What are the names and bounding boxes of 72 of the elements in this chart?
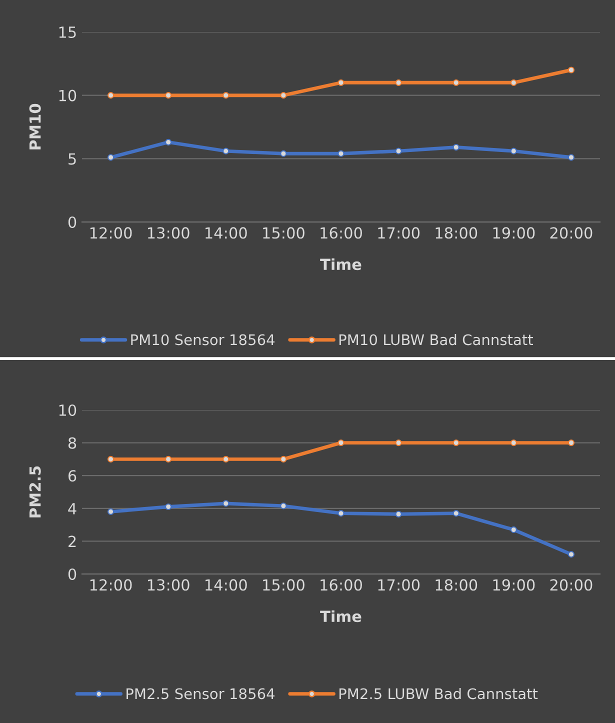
point bbox=[452, 510, 460, 517]
x-tick-label: 13:00 bbox=[148, 227, 190, 239]
legend-label: PM10 LUBW Bad Cannstatt bbox=[339, 334, 534, 346]
point bbox=[280, 502, 287, 510]
point bbox=[107, 154, 114, 161]
x-tick-label: 15:00 bbox=[263, 227, 304, 239]
y-axis-title: PM2.5 bbox=[29, 466, 41, 518]
point bbox=[452, 440, 460, 446]
point bbox=[510, 526, 517, 534]
x-tick-label: 18:00 bbox=[436, 579, 478, 591]
x-axis-title: Time bbox=[320, 610, 362, 622]
point bbox=[338, 79, 344, 86]
point bbox=[222, 148, 230, 154]
point bbox=[510, 440, 517, 446]
point bbox=[452, 79, 460, 86]
point bbox=[568, 440, 575, 446]
point bbox=[338, 150, 344, 157]
point bbox=[395, 79, 402, 86]
legend-label: PM10 Sensor 18564 bbox=[131, 334, 275, 346]
point bbox=[510, 148, 517, 154]
x-tick-label: 19:00 bbox=[493, 227, 535, 239]
point bbox=[395, 148, 402, 154]
point bbox=[510, 79, 517, 86]
point bbox=[107, 456, 114, 462]
legend-label: PM2.5 LUBW Bad Cannstatt bbox=[339, 688, 538, 700]
point bbox=[568, 154, 575, 161]
y-tick-label: 15 bbox=[59, 26, 76, 38]
x-tick-label: 14:00 bbox=[206, 227, 247, 239]
point bbox=[338, 510, 344, 517]
y-tick-label: 10 bbox=[59, 404, 76, 416]
point bbox=[568, 551, 575, 558]
point bbox=[568, 66, 575, 74]
x-tick-label: 14:00 bbox=[206, 579, 247, 591]
point bbox=[395, 510, 402, 518]
point bbox=[280, 92, 287, 99]
x-tick-label: 15:00 bbox=[263, 579, 304, 591]
y-tick-label: 10 bbox=[59, 90, 76, 102]
x-tick-label: 19:00 bbox=[493, 579, 535, 591]
legend-label: PM2.5 Sensor 18564 bbox=[126, 688, 275, 700]
x-tick-label: 20:00 bbox=[550, 227, 592, 239]
point bbox=[165, 456, 172, 462]
point bbox=[107, 508, 114, 515]
x-tick-label: 18:00 bbox=[436, 227, 478, 239]
x-tick-label: 16:00 bbox=[320, 227, 362, 239]
x-tick-label: 12:00 bbox=[90, 579, 132, 591]
y-tick-label: 8 bbox=[68, 437, 76, 449]
point bbox=[338, 440, 344, 446]
y-tick-label: 5 bbox=[68, 153, 76, 165]
y-tick-label: 4 bbox=[68, 503, 76, 514]
x-tick-label: 17:00 bbox=[378, 227, 420, 239]
y-tick-label: 6 bbox=[68, 470, 76, 482]
point bbox=[452, 144, 460, 151]
point bbox=[222, 500, 230, 507]
point bbox=[165, 92, 172, 99]
x-tick-label: 17:00 bbox=[378, 579, 420, 591]
y-tick-label: 0 bbox=[68, 216, 76, 228]
x-tick-label: 13:00 bbox=[148, 579, 190, 591]
point bbox=[222, 92, 230, 99]
y-tick-label: 0 bbox=[68, 568, 76, 580]
x-tick-label: 12:00 bbox=[90, 227, 132, 239]
point bbox=[165, 138, 172, 146]
y-tick-label: 2 bbox=[68, 536, 76, 548]
x-tick-label: 20:00 bbox=[550, 579, 592, 591]
point bbox=[395, 440, 402, 446]
point bbox=[280, 150, 287, 157]
point bbox=[165, 503, 172, 510]
x-tick-label: 16:00 bbox=[320, 579, 362, 591]
y-axis-title: PM10 bbox=[29, 104, 41, 150]
point bbox=[280, 456, 287, 462]
point bbox=[222, 456, 230, 462]
x-axis-title: Time bbox=[320, 258, 362, 270]
point bbox=[107, 92, 114, 99]
